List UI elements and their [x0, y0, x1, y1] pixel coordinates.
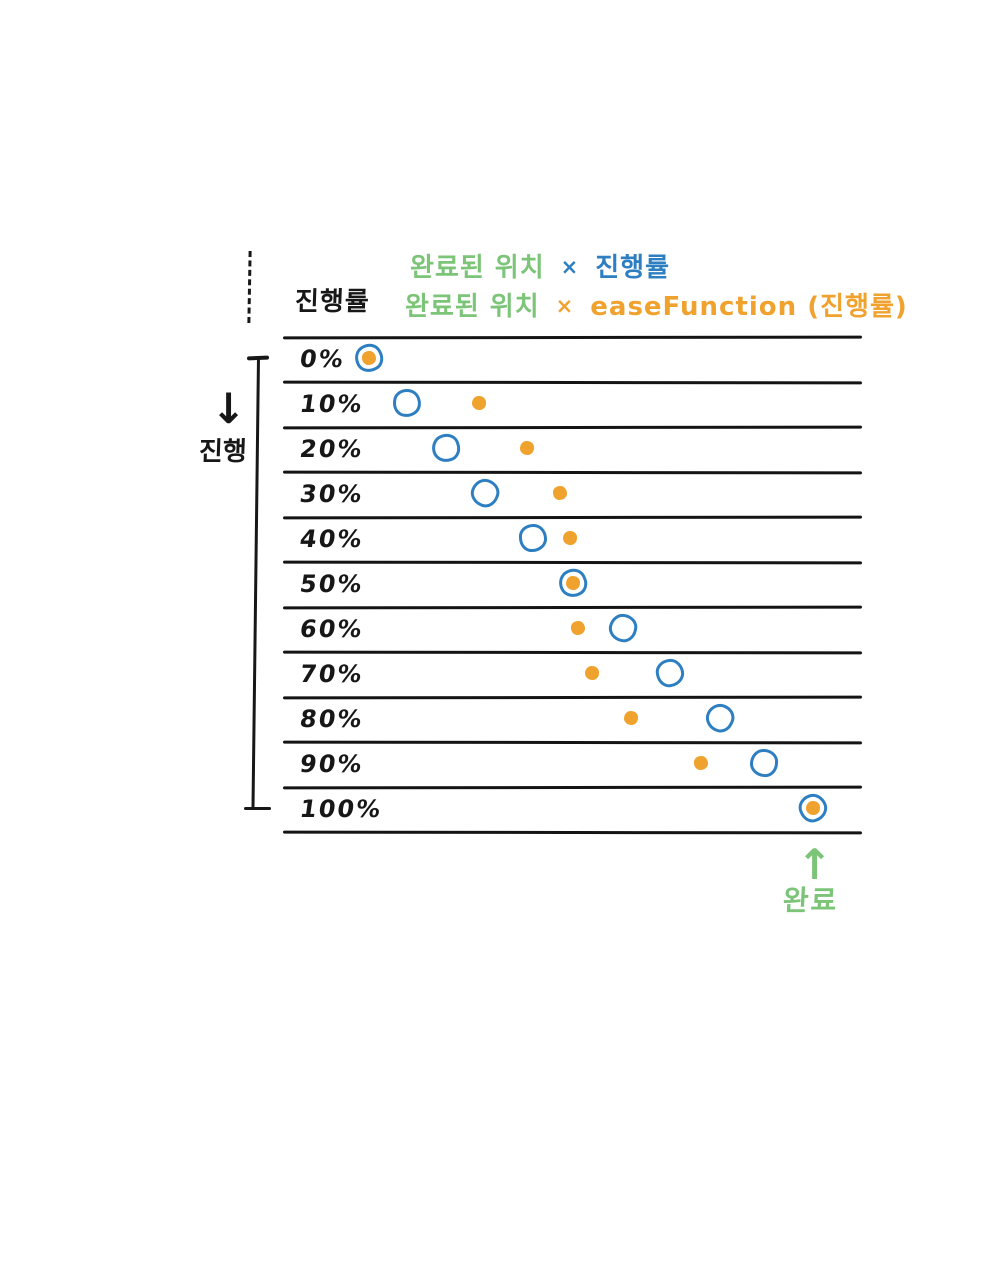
- linear-position-circle: [606, 611, 640, 645]
- eased-position-dot: [624, 711, 638, 725]
- row-line: [282, 470, 863, 475]
- formula-linear-operator: ×: [560, 255, 580, 279]
- linear-position-circle: [518, 523, 548, 553]
- progress-direction-arrow-icon: ↓: [211, 384, 247, 433]
- linear-position-circle: [749, 748, 779, 778]
- eased-position-dot: [520, 441, 534, 455]
- eased-position-dot: [585, 666, 599, 680]
- percent-label: 70%: [298, 660, 366, 688]
- linear-position-circle: [701, 699, 739, 737]
- eased-position-dot: [571, 621, 585, 635]
- eased-position-dot: [563, 531, 577, 545]
- eased-position-dot: [566, 576, 580, 590]
- linear-position-circle: [428, 430, 464, 466]
- progress-direction-label: 진행: [198, 437, 248, 467]
- percent-label: 40%: [298, 525, 366, 553]
- percent-label: 90%: [298, 750, 366, 778]
- linear-position-circle: [391, 387, 423, 419]
- dotted-line: [247, 250, 252, 324]
- eased-position-dot: [553, 486, 567, 500]
- row-line: [282, 425, 863, 430]
- percent-label: 80%: [298, 705, 366, 733]
- row-line: [282, 380, 863, 385]
- linear-position-circle: [466, 474, 504, 512]
- percent-label: 30%: [298, 480, 366, 508]
- formula-linear-factor: 진행률: [595, 253, 671, 283]
- bracket-bottom-cap: [244, 806, 271, 810]
- percent-label: 10%: [298, 390, 366, 418]
- complete-label: 완료: [782, 884, 840, 917]
- progress-bracket: [244, 355, 272, 810]
- formula-eased-operator: ×: [555, 294, 575, 318]
- progress-rate-label: 진행률: [294, 287, 371, 317]
- row-line: [282, 650, 863, 655]
- row-line: [282, 740, 863, 745]
- formula-eased-position: 완료된 위치: [405, 292, 540, 322]
- formula-eased-factor: easeFunction (진행률): [590, 292, 908, 322]
- percent-label: 20%: [298, 435, 366, 463]
- row-line: [282, 560, 863, 565]
- eased-position-dot: [362, 351, 376, 365]
- row-line: [282, 605, 863, 610]
- row-line: [282, 785, 863, 790]
- eased-position-dot: [806, 801, 820, 815]
- linear-position-circle: [653, 656, 687, 690]
- bracket-stem: [251, 356, 260, 809]
- row-line: [282, 695, 863, 700]
- percent-label: 0%: [298, 345, 347, 373]
- eased-position-dot: [472, 396, 486, 410]
- row-line: [282, 515, 863, 520]
- percent-label: 50%: [298, 570, 366, 598]
- percent-label: 100%: [298, 795, 385, 823]
- formula-eased: 완료된 위치 × easeFunction (진행률): [405, 286, 908, 323]
- complete-arrow-icon: ↑: [797, 840, 833, 889]
- formula-linear-position: 완료된 위치: [410, 253, 545, 283]
- formula-linear: 완료된 위치 × 진행률: [410, 247, 670, 284]
- row-line: [282, 830, 863, 835]
- eased-position-dot: [694, 756, 708, 770]
- row-line: [282, 335, 863, 340]
- percent-label: 60%: [298, 615, 366, 643]
